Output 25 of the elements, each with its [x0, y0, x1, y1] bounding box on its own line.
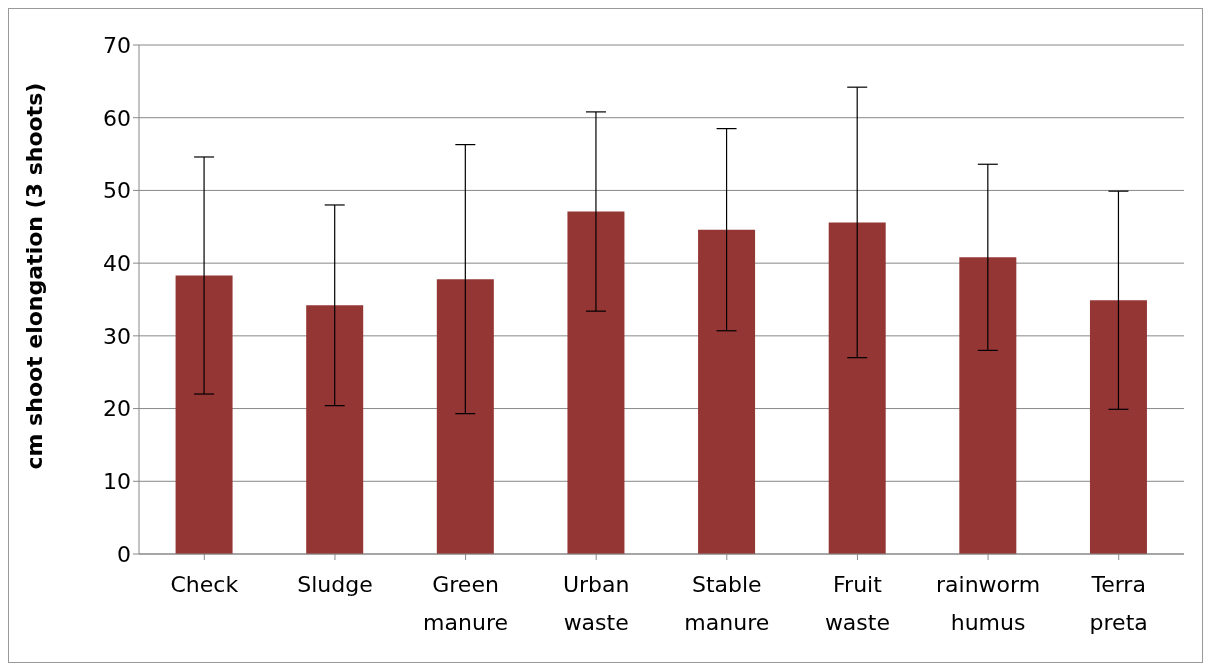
bar: [175, 275, 233, 554]
y-tick-label: 70: [103, 32, 131, 58]
bar: [567, 211, 625, 554]
x-tick-label: Sludge: [297, 572, 373, 597]
y-tick-label: 40: [103, 250, 131, 276]
x-tick-label: Green manure: [423, 572, 509, 635]
x-tick-label: Stable manure: [684, 572, 770, 635]
y-tick-label: 0: [117, 541, 131, 567]
bar: [828, 222, 886, 554]
y-tick-label: 30: [103, 323, 131, 349]
x-tick-label: Fruit waste: [824, 572, 890, 635]
bar: [306, 305, 364, 554]
x-tick-label: rainworm humus: [936, 572, 1041, 635]
x-tick-label: Check: [170, 572, 239, 597]
bar: [959, 257, 1017, 554]
x-tick-label: Terra preta: [1089, 572, 1148, 635]
bar: [436, 279, 494, 554]
y-tick-label: 50: [103, 178, 131, 204]
x-tick-label: Urban waste: [562, 572, 630, 635]
y-tick-label: 20: [103, 396, 131, 422]
y-tick-label: 10: [103, 469, 131, 495]
y-tick-label: 60: [103, 105, 131, 131]
y-axis-title: cm shoot elongation (3 shoots): [21, 82, 47, 470]
bar: [698, 229, 756, 554]
bar: [1089, 300, 1147, 554]
